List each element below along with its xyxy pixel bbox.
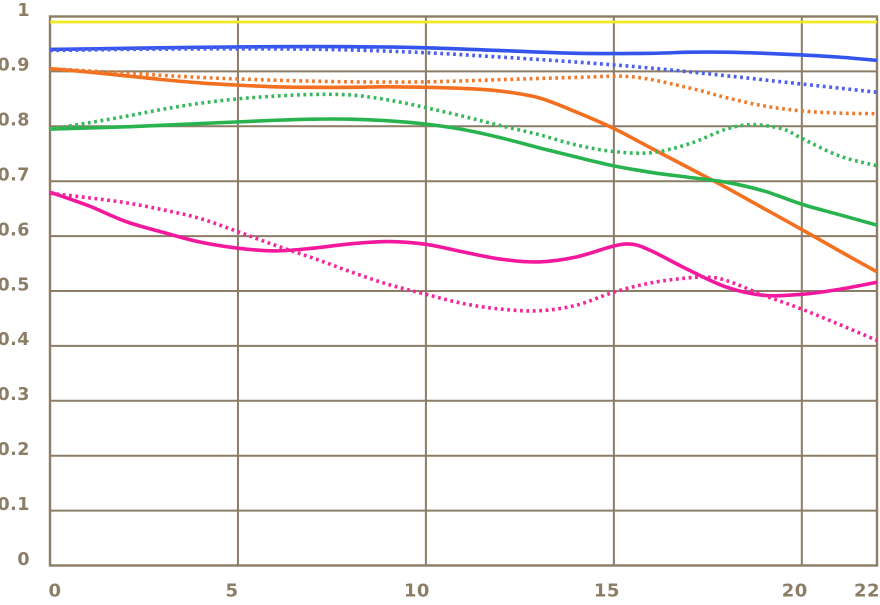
series-green-dotted xyxy=(49,92,878,168)
series-magenta-solid xyxy=(49,190,878,298)
y-tick-label: 0.3 xyxy=(0,385,30,405)
x-tick-label: 15 xyxy=(594,580,620,601)
y-tick-label: 0.2 xyxy=(0,440,30,460)
y-tick-label: 0.1 xyxy=(0,495,30,515)
series-green-solid xyxy=(49,117,878,227)
series-magenta-dotted xyxy=(49,191,878,343)
y-tick-label: 1 xyxy=(17,1,30,21)
y-tick-label: 0.9 xyxy=(0,56,30,76)
x-tick-label: 5 xyxy=(225,580,238,601)
series-orange-solid xyxy=(49,66,878,274)
x-tick-label: 0 xyxy=(48,580,61,601)
x-tick-label: 22 xyxy=(854,580,880,601)
series-orange-dotted xyxy=(49,66,878,116)
y-tick-label: 0.7 xyxy=(0,166,30,186)
y-tick-label: 0.5 xyxy=(0,275,30,295)
series-blue-dotted xyxy=(49,46,878,95)
y-tick-label: 0 xyxy=(17,550,30,570)
y-tick-label: 0.8 xyxy=(0,111,30,131)
plot-border xyxy=(48,15,879,567)
y-tick-label: 0.4 xyxy=(0,330,30,350)
y-tick-label: 0.6 xyxy=(0,220,30,240)
x-tick-label: 20 xyxy=(782,580,808,601)
x-tick-label: 10 xyxy=(404,580,430,601)
series-blue-solid xyxy=(49,44,878,63)
